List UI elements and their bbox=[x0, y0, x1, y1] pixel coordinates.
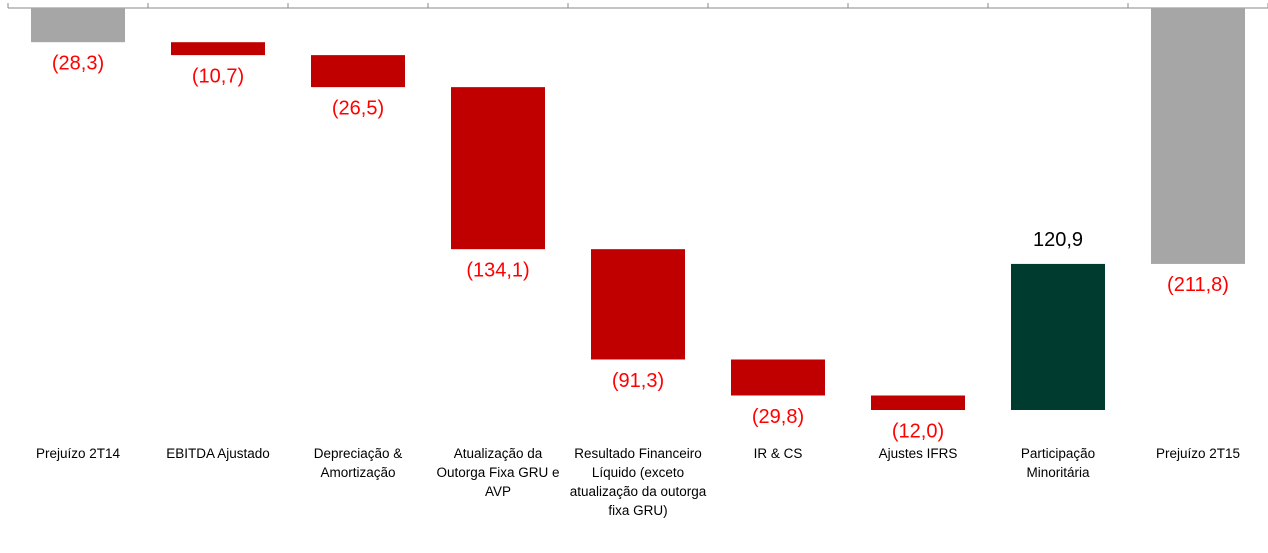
x-tick-label: IR & CS bbox=[753, 446, 803, 461]
value-label: (26,5) bbox=[332, 97, 384, 119]
x-tick-label: Prejuízo 2T14 bbox=[35, 446, 121, 461]
value-label: (211,8) bbox=[1167, 274, 1229, 296]
bar bbox=[31, 8, 125, 43]
bar bbox=[1011, 263, 1105, 410]
bar bbox=[451, 87, 545, 250]
bar bbox=[591, 249, 685, 360]
x-tick-label: Prejuízo 2T15 bbox=[1155, 446, 1241, 461]
value-label: (91,3) bbox=[612, 370, 664, 392]
value-label: (29,8) bbox=[752, 406, 804, 428]
value-label: (12,0) bbox=[892, 420, 944, 442]
x-tick-label: Ajustes IFRS bbox=[878, 446, 958, 461]
value-label: (10,7) bbox=[192, 65, 244, 87]
bar bbox=[1151, 8, 1245, 264]
value-label: (28,3) bbox=[52, 52, 104, 74]
bar bbox=[871, 395, 965, 410]
x-tick-label: Atualização da Outorga Fixa GRU e AVP bbox=[436, 446, 560, 499]
value-label: 120,9 bbox=[1033, 229, 1083, 251]
x-tick-label: EBITDA Ajustado bbox=[166, 446, 270, 461]
bar bbox=[731, 359, 825, 396]
bar bbox=[311, 55, 405, 88]
value-label: (134,1) bbox=[466, 259, 529, 281]
x-tick-label: Resultado Financeiro Líquido (exceto atu… bbox=[569, 446, 707, 518]
x-tick-label: Depreciação & Amortização bbox=[313, 446, 403, 480]
x-tick-label: Participação Minoritária bbox=[1020, 446, 1096, 480]
bar bbox=[171, 42, 265, 56]
